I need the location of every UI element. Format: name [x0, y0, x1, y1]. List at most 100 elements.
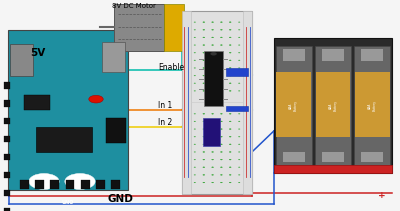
Circle shape: [229, 136, 231, 137]
Circle shape: [230, 37, 231, 38]
Bar: [283, 49, 304, 61]
Circle shape: [211, 29, 214, 30]
Circle shape: [229, 83, 231, 84]
Circle shape: [194, 90, 196, 91]
Circle shape: [211, 22, 214, 23]
Circle shape: [229, 29, 231, 30]
Circle shape: [220, 159, 222, 160]
Circle shape: [212, 151, 214, 153]
Circle shape: [220, 52, 222, 53]
Bar: [223, 79, 228, 80]
Circle shape: [220, 22, 222, 23]
Circle shape: [194, 136, 196, 137]
Circle shape: [203, 151, 205, 153]
Circle shape: [229, 75, 231, 76]
Circle shape: [203, 83, 205, 84]
Circle shape: [202, 151, 204, 153]
Text: AAA
Battery: AAA Battery: [368, 100, 377, 111]
Circle shape: [229, 159, 231, 160]
Bar: [4, 154, 10, 160]
Circle shape: [229, 128, 231, 130]
Circle shape: [212, 22, 214, 23]
Circle shape: [212, 60, 214, 61]
Circle shape: [220, 29, 222, 30]
Circle shape: [238, 52, 240, 53]
Circle shape: [212, 174, 214, 175]
Circle shape: [220, 121, 222, 122]
Bar: [204, 51, 223, 106]
Circle shape: [211, 151, 214, 153]
Circle shape: [194, 182, 196, 183]
Bar: [4, 118, 10, 124]
Circle shape: [212, 159, 214, 160]
Bar: [199, 59, 204, 60]
Circle shape: [194, 128, 196, 130]
Circle shape: [194, 121, 196, 122]
Circle shape: [220, 29, 222, 30]
Text: In 1: In 1: [158, 101, 172, 110]
Text: 5V: 5V: [30, 48, 45, 58]
Bar: [362, 49, 383, 61]
Circle shape: [229, 45, 231, 46]
Circle shape: [230, 90, 231, 91]
Bar: [50, 180, 59, 189]
Circle shape: [230, 45, 231, 46]
Text: Enable: Enable: [158, 63, 184, 72]
Circle shape: [220, 75, 222, 76]
Text: GND: GND: [108, 194, 134, 204]
Bar: [24, 95, 50, 110]
Circle shape: [212, 68, 214, 69]
Circle shape: [202, 174, 204, 175]
Circle shape: [211, 90, 214, 91]
Circle shape: [194, 29, 196, 30]
Circle shape: [238, 90, 240, 91]
Circle shape: [220, 144, 222, 145]
Circle shape: [203, 159, 205, 160]
Circle shape: [230, 182, 231, 183]
Circle shape: [211, 121, 214, 122]
Circle shape: [203, 68, 205, 69]
Circle shape: [194, 22, 196, 23]
Circle shape: [203, 136, 205, 137]
Bar: [223, 89, 228, 90]
Circle shape: [212, 75, 214, 76]
Bar: [96, 180, 105, 189]
Circle shape: [220, 37, 222, 38]
Bar: [4, 82, 10, 89]
Bar: [81, 180, 90, 189]
Circle shape: [202, 136, 204, 137]
Circle shape: [194, 113, 196, 114]
Text: 8V DC Motor: 8V DC Motor: [112, 3, 156, 9]
Circle shape: [220, 45, 222, 46]
Bar: [274, 38, 392, 173]
Circle shape: [210, 52, 217, 55]
Text: +: +: [378, 191, 386, 200]
Text: UNO: UNO: [62, 200, 74, 205]
Bar: [274, 165, 392, 173]
Circle shape: [194, 144, 196, 145]
Circle shape: [230, 75, 231, 76]
Circle shape: [230, 159, 231, 160]
Bar: [315, 46, 351, 165]
Circle shape: [203, 121, 205, 122]
Circle shape: [203, 144, 205, 145]
Circle shape: [238, 174, 240, 175]
Circle shape: [220, 174, 222, 175]
Circle shape: [230, 144, 231, 145]
Circle shape: [230, 136, 231, 137]
Circle shape: [229, 144, 231, 145]
Circle shape: [211, 83, 214, 84]
Text: AAA
Battery: AAA Battery: [329, 100, 337, 111]
Circle shape: [202, 113, 204, 114]
Circle shape: [229, 121, 231, 122]
Circle shape: [230, 22, 231, 23]
Circle shape: [211, 167, 214, 168]
Text: In 2: In 2: [158, 118, 172, 127]
Circle shape: [202, 60, 204, 61]
Circle shape: [220, 136, 222, 137]
Bar: [223, 99, 228, 100]
Bar: [35, 180, 44, 189]
Bar: [8, 30, 128, 190]
Bar: [283, 152, 304, 162]
Circle shape: [238, 68, 240, 69]
